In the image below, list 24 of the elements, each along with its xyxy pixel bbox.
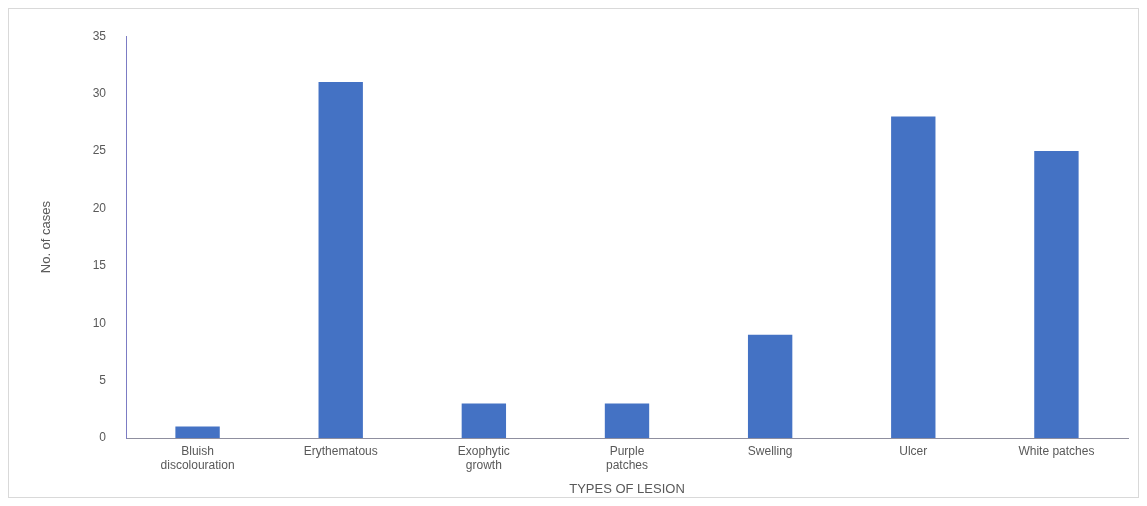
x-tick-label: Erythematous — [303, 443, 378, 458]
bar — [747, 334, 793, 438]
x-tick-label: Swelling — [747, 443, 793, 458]
y-axis-title: No. of cases — [38, 200, 54, 274]
x-tick-label: Purple patches — [605, 443, 649, 472]
x-tick-label: White patches — [1018, 443, 1095, 458]
bar — [1034, 151, 1079, 438]
bar — [318, 82, 363, 438]
x-axis-title: TYPES OF LESION — [569, 480, 685, 496]
y-tick-label: 35 — [92, 28, 107, 43]
bar — [604, 403, 650, 438]
y-tick-label: 20 — [92, 200, 107, 215]
bar — [461, 403, 507, 438]
y-tick-label: 5 — [99, 372, 107, 387]
y-tick-label: 0 — [99, 430, 107, 445]
y-tick-label: 25 — [92, 143, 107, 158]
bar — [175, 426, 220, 438]
y-tick-label: 15 — [92, 258, 107, 273]
y-tick-label: 10 — [92, 315, 107, 330]
x-tick-label: Ulcer — [899, 443, 928, 458]
bar — [891, 116, 936, 438]
x-tick-label: Exophytic growth — [457, 443, 510, 472]
x-tick-label: Bluish discolouration — [160, 443, 235, 472]
y-tick-label: 30 — [92, 85, 107, 100]
